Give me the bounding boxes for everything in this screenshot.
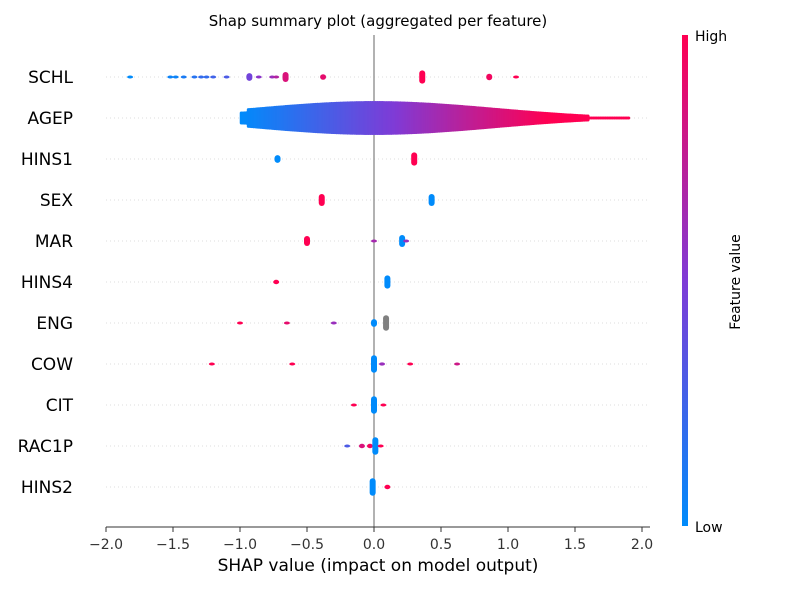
point-cluster xyxy=(403,239,410,243)
point-cluster xyxy=(167,75,174,79)
point-cluster xyxy=(383,315,390,331)
point-cluster xyxy=(369,478,376,496)
colorbar-title: Feature value xyxy=(728,234,744,330)
point-cluster xyxy=(419,70,426,84)
point-cluster xyxy=(486,73,493,81)
feature-label-hins4: HINS4 xyxy=(21,273,73,293)
feature-label-schl: SCHL xyxy=(28,68,73,88)
point-cluster xyxy=(320,74,327,80)
point-cluster xyxy=(627,116,631,120)
point-cluster xyxy=(371,319,377,327)
feature-label-cit: CIT xyxy=(46,396,74,416)
point-cluster xyxy=(454,362,461,366)
point-cluster xyxy=(223,75,230,79)
point-cluster xyxy=(191,75,198,79)
point-cluster xyxy=(350,403,357,407)
point-cluster xyxy=(372,437,379,455)
feature-label-cow: COW xyxy=(31,355,73,375)
point-cluster xyxy=(255,75,262,79)
point-cluster xyxy=(411,152,418,166)
colorbar xyxy=(682,35,688,526)
x-tick-label: 1.0 xyxy=(497,537,519,553)
point-cluster xyxy=(399,234,406,248)
point-cluster xyxy=(172,75,179,79)
feature-label-sex: SEX xyxy=(40,191,74,211)
point-cluster xyxy=(344,444,351,448)
point-cluster xyxy=(273,279,280,285)
point-cluster xyxy=(377,444,384,448)
x-tick-label: −1.5 xyxy=(156,537,190,553)
point-cluster xyxy=(304,236,310,246)
x-ticks: −2.0 −1.5 −1.0 −0.5 0.0 0.5 1.0 1.5 2.0 xyxy=(89,527,653,553)
colorbar-low-label: Low xyxy=(695,520,723,536)
point-cluster xyxy=(210,75,217,79)
point-cluster xyxy=(203,75,210,79)
point-cluster xyxy=(366,443,373,449)
point-cluster xyxy=(384,275,391,289)
point-cluster xyxy=(208,362,215,366)
point-cluster xyxy=(371,239,377,243)
feature-label-rac1p: RAC1P xyxy=(18,437,73,457)
point-cluster xyxy=(283,321,290,325)
point-cluster xyxy=(586,114,590,122)
point-cluster xyxy=(384,484,391,490)
point-cluster xyxy=(180,75,187,79)
point-cluster xyxy=(428,193,435,207)
x-tick-label: −1.0 xyxy=(223,537,257,553)
feature-label-agep: AGEP xyxy=(28,109,74,129)
point-cluster xyxy=(371,396,377,414)
chart-title: Shap summary plot (aggregated per featur… xyxy=(209,12,548,30)
x-tick-label: −2.0 xyxy=(89,537,123,553)
feature-label-eng: ENG xyxy=(36,314,73,334)
point-cluster xyxy=(289,362,296,366)
point-cluster xyxy=(318,193,325,207)
x-tick-label: 0.5 xyxy=(430,537,452,553)
feature-labels: SCHL AGEP HINS1 SEX MAR HINS4 ENG COW CIT RAC1P HI… xyxy=(18,68,74,498)
x-axis-label: SHAP value (impact on model output) xyxy=(218,556,539,576)
point-cluster xyxy=(330,321,337,325)
x-tick-label: 2.0 xyxy=(631,537,653,553)
point-cluster xyxy=(246,73,253,81)
feature-label-hins1: HINS1 xyxy=(21,150,73,170)
point-cluster xyxy=(371,355,377,373)
colorbar-high-label: High xyxy=(695,29,727,45)
point-cluster xyxy=(380,403,387,407)
point-cluster xyxy=(513,75,520,79)
feature-label-mar: MAR xyxy=(35,232,73,252)
x-tick-label: −0.5 xyxy=(290,537,324,553)
point-cluster xyxy=(407,362,414,366)
point-cluster xyxy=(358,443,365,449)
points-layer xyxy=(127,70,631,496)
point-cluster xyxy=(127,75,134,79)
point-cluster xyxy=(237,321,243,325)
point-cluster xyxy=(379,362,386,366)
point-cluster xyxy=(274,155,281,163)
x-tick-label: 0.0 xyxy=(363,537,385,553)
point-cluster xyxy=(198,75,205,79)
point-cluster xyxy=(282,72,289,82)
point-cluster xyxy=(273,75,280,79)
feature-label-hins2: HINS2 xyxy=(21,478,73,498)
x-tick-label: 1.5 xyxy=(564,537,586,553)
feature-gridlines xyxy=(106,76,650,488)
